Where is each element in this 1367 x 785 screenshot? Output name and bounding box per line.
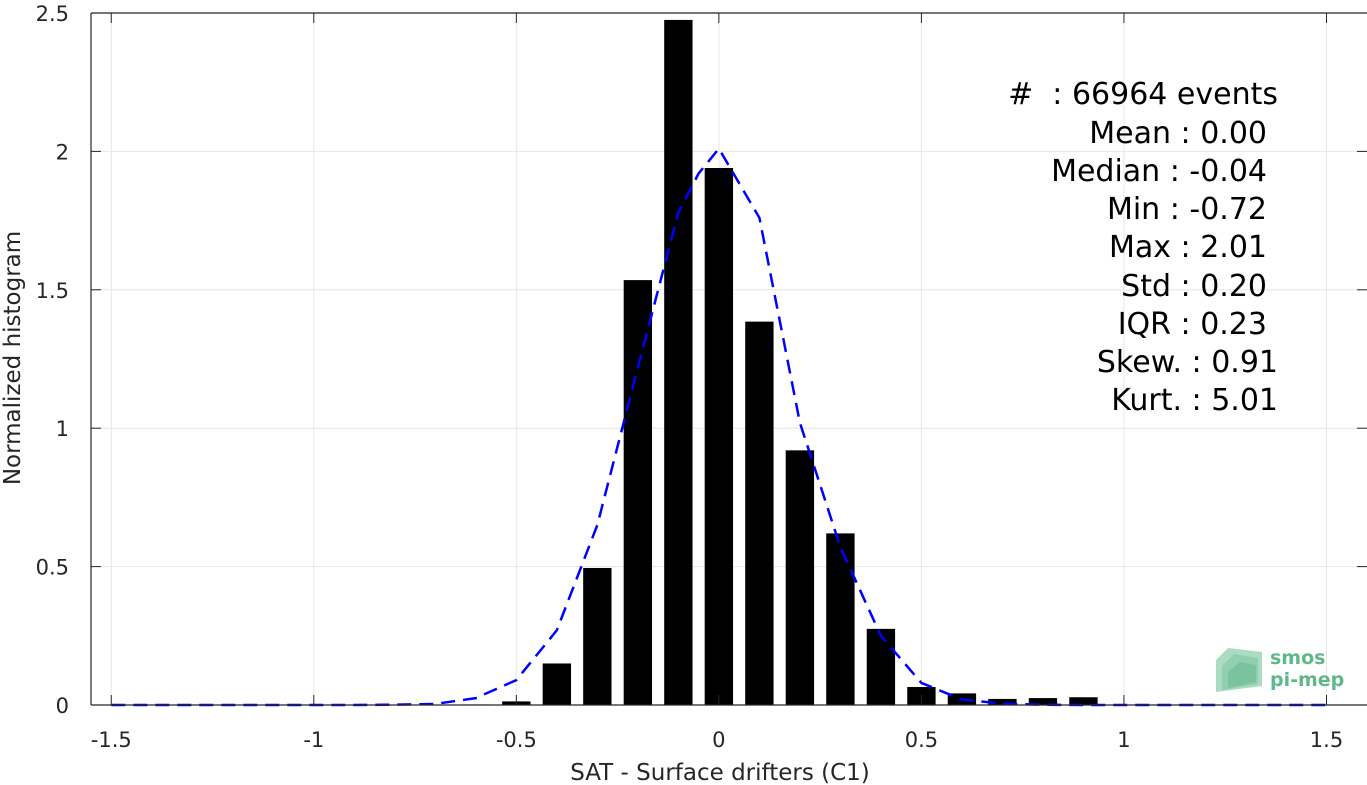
histogram-bar xyxy=(785,450,815,705)
axes-frame xyxy=(90,12,1367,706)
histogram-bar xyxy=(866,628,896,705)
stats-median: Median : -0.04 xyxy=(1051,154,1267,189)
x-tick-label: 0.5 xyxy=(905,728,938,752)
histogram-bar xyxy=(664,19,693,706)
stats-mean: Mean : 0.00 xyxy=(1089,116,1267,151)
x-axis-ticks: -1.5 -1 -0.5 0 0.5 1 1.5 xyxy=(91,13,1343,752)
histogram-bar xyxy=(745,321,774,705)
logo-line2: pi-mep xyxy=(1270,669,1344,691)
stats-iqr: IQR : 0.23 xyxy=(1118,307,1267,342)
y-tick-label: 0 xyxy=(56,694,69,718)
stats-min: Min : -0.72 xyxy=(1107,192,1267,227)
stats-kurt: Kurt. : 5.01 xyxy=(1111,383,1278,418)
x-tick-label: -1.5 xyxy=(91,728,132,752)
y-axis-label: Normalized histogram xyxy=(0,231,26,485)
y-tick-label: 1.5 xyxy=(36,279,69,303)
x-axis-label: SAT - Surface drifters (C1) xyxy=(570,760,870,785)
y-tick-label: 1 xyxy=(56,417,69,441)
histogram-bar xyxy=(826,533,855,705)
x-tick-label: -1 xyxy=(303,728,324,752)
histogram-bar xyxy=(542,663,572,705)
stats-std: Std : 0.20 xyxy=(1121,269,1267,304)
y-tick-label: 0.5 xyxy=(36,556,69,580)
x-tick-label: -0.5 xyxy=(496,728,537,752)
histogram-bar xyxy=(623,280,653,705)
x-tick-label: 1 xyxy=(1117,728,1130,752)
logo-line1: smos xyxy=(1270,647,1325,669)
stats-skew: Skew. : 0.91 xyxy=(1097,345,1278,380)
x-tick-label: 0 xyxy=(712,728,725,752)
stats-count: # : 66964 events xyxy=(1008,77,1278,112)
x-tick-label: 1.5 xyxy=(1310,728,1343,752)
histogram-bar xyxy=(583,567,612,705)
y-tick-label: 2.5 xyxy=(36,2,69,26)
histogram-bar xyxy=(988,698,1017,705)
histogram-bar xyxy=(704,168,734,705)
histogram-bar xyxy=(1028,698,1058,705)
logo-mark-icon xyxy=(1216,648,1262,692)
stats-box: # : 66964 events Mean : 0.00 Median : -0… xyxy=(1008,77,1278,418)
histogram-bars xyxy=(461,19,1098,706)
y-axis-ticks: 0 0.5 1 1.5 2 2.5 xyxy=(36,2,1367,718)
stats-max: Max : 2.01 xyxy=(1109,230,1267,265)
smos-pi-mep-logo: smos pi-mep xyxy=(1216,647,1344,692)
y-tick-label: 2 xyxy=(56,140,69,164)
histogram-bar xyxy=(1069,697,1098,705)
